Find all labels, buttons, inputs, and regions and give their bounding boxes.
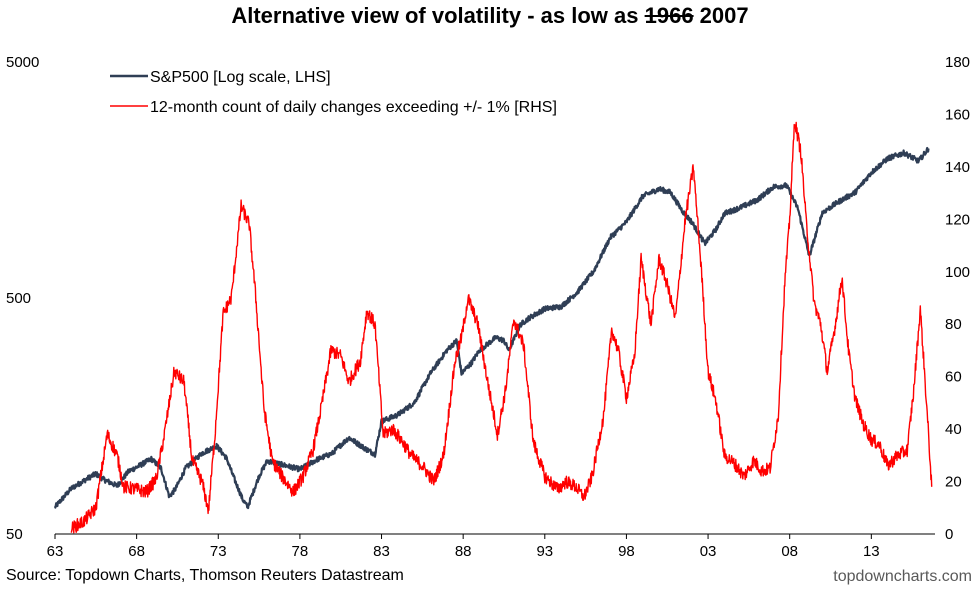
title-suffix: 2007 (693, 3, 749, 28)
y-left-tick-label: 500 (6, 290, 31, 307)
brand-link[interactable]: topdowncharts.com (833, 568, 972, 585)
x-tick-label: 88 (455, 543, 472, 560)
source-note: Source: Topdown Charts, Thomson Reuters … (6, 567, 404, 584)
x-tick-label: 73 (210, 543, 227, 560)
y-left-tick-label: 5000 (6, 54, 39, 71)
y-right-tick-label: 0 (945, 526, 953, 543)
y-right-tick-label: 40 (945, 421, 962, 438)
x-tick-label: 13 (863, 543, 880, 560)
legend-label-count: 12-month count of daily changes exceedin… (150, 99, 557, 116)
x-tick-label: 68 (128, 543, 145, 560)
x-tick-label: 63 (47, 543, 64, 560)
y-right-tick-label: 160 (945, 106, 970, 123)
title-struck-year: 1966 (644, 3, 694, 28)
title-prefix: Alternative view of volatility - as low … (231, 3, 645, 28)
series-sp500-line (53, 146, 930, 510)
x-tick-label: 03 (700, 543, 717, 560)
x-tick-label: 78 (292, 543, 309, 560)
y-right-tick-label: 100 (945, 264, 970, 281)
y-left-tick-label: 50 (6, 526, 23, 543)
series-layer (53, 121, 933, 534)
series-count-line (70, 121, 933, 534)
y-right-tick-label: 140 (945, 159, 970, 176)
x-tick-label: 93 (536, 543, 553, 560)
y-right-tick-label: 180 (945, 54, 970, 71)
x-tick-label: 98 (618, 543, 635, 560)
legend: S&P500 [Log scale, LHS] 12-month count of… (110, 69, 557, 116)
x-tick-label: 08 (781, 543, 798, 560)
x-tick-label: 83 (373, 543, 390, 560)
y-right-tick-label: 80 (945, 316, 962, 333)
chart-axes: 63 68 73 78 83 88 93 98 03 08 13 50 500 5000 0 20 40 60 80… (6, 54, 970, 560)
legend-label-sp500: S&P500 [Log scale, LHS] (150, 69, 331, 86)
y-right-tick-label: 60 (945, 369, 962, 386)
y-right-tick-label: 20 (945, 474, 962, 491)
y-right-tick-label: 120 (945, 211, 970, 228)
chart-title: Alternative view of volatility - as low … (0, 3, 980, 29)
